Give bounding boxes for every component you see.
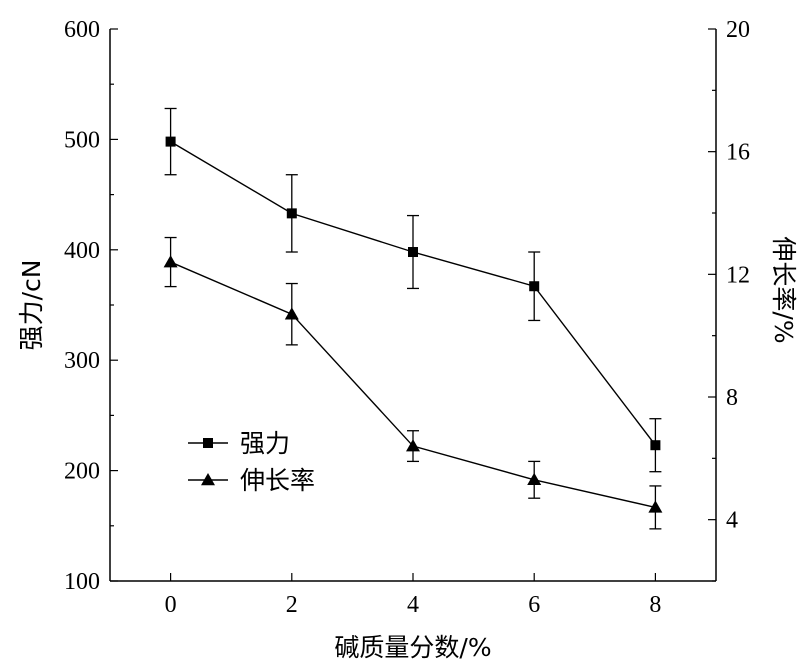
data-point [284,307,299,320]
series-square [164,107,662,473]
data-point [163,255,178,268]
y-right-tick-label: 20 [726,17,750,43]
axes [109,29,717,582]
data-point [286,208,297,219]
legend-marker [203,438,213,448]
y-right-tick-label: 8 [726,385,738,411]
y-right-tick-label: 12 [726,262,750,288]
data-point [648,500,663,513]
data-point [527,472,542,486]
legend-label: 强力 [240,429,290,458]
data-point [165,136,176,147]
y-left-tick-label: 100 [64,569,100,595]
x-tick-label: 4 [407,592,419,618]
y-left-tick-label: 300 [64,348,100,374]
x-tick-label: 2 [286,592,298,618]
y-left-tick-label: 200 [64,459,100,485]
series [163,107,663,530]
y-left-tick-label: 600 [64,17,100,43]
y-left-tick-label: 400 [64,238,100,264]
x-tick-label: 0 [165,592,177,618]
series-triangle [163,236,663,530]
data-point [406,439,420,452]
y-axis-right-title: 伸长率/% [769,236,798,343]
x-tick-label: 8 [649,592,661,618]
y-right-tick-label: 16 [726,140,750,166]
legend-marker [201,473,215,486]
legend-item: 强力 [188,429,290,458]
data-point [650,440,661,451]
y-left-tick-label: 500 [64,127,100,153]
x-axis-title: 碱质量分数/% [334,633,491,662]
data-point [529,281,540,292]
y-axis-left-title: 强力/cN [17,260,46,351]
ticks: 0 2 4 6 8 100 200 300 400 500 600 4 8 12 16 20 [64,17,750,618]
y-right-tick-label: 4 [726,508,738,534]
legend-item: 伸长率 [188,466,315,495]
data-point [408,247,418,258]
legend-label: 伸长率 [240,466,315,495]
x-tick-label: 6 [528,592,540,618]
